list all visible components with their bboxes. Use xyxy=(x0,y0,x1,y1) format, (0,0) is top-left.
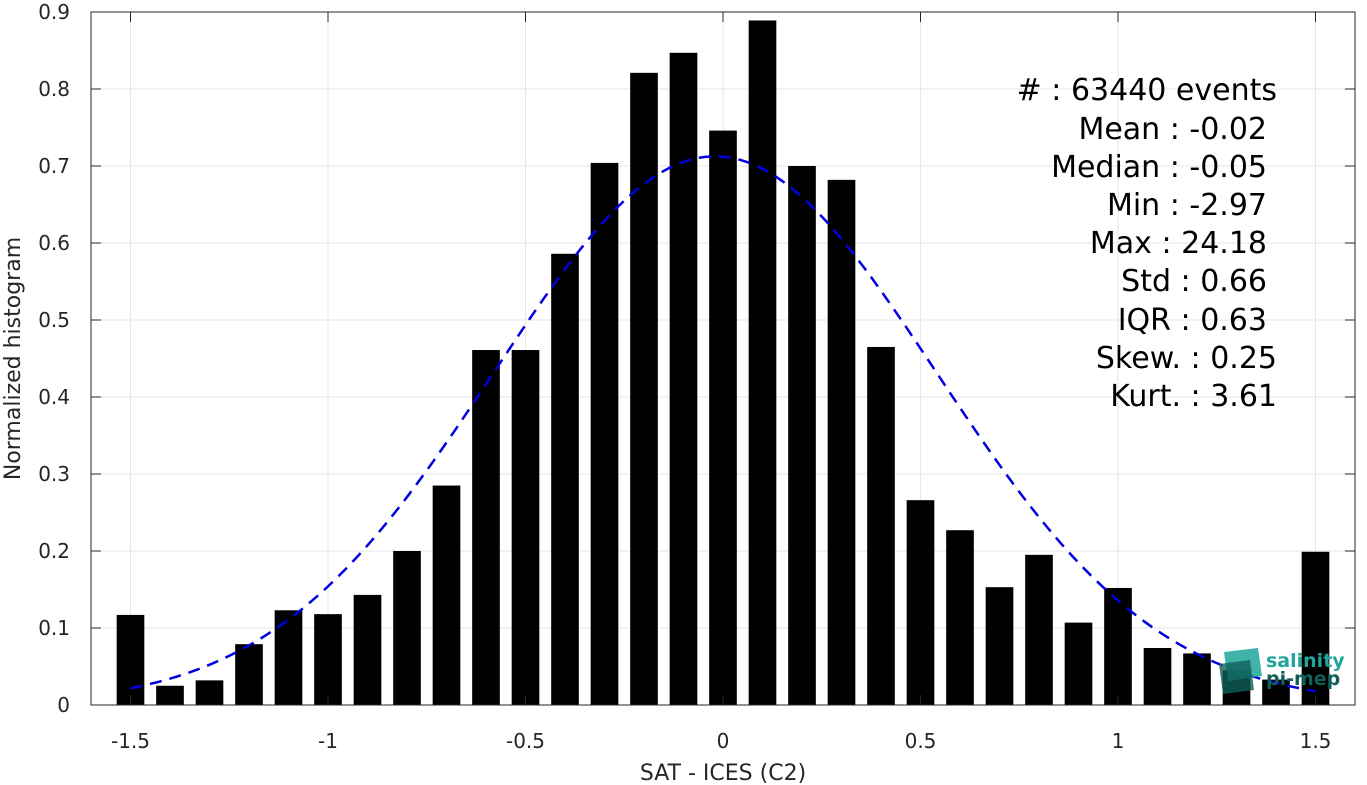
y-tick-label: 0.7 xyxy=(38,154,70,178)
x-tick-label: 0.5 xyxy=(905,729,937,753)
histogram-bar xyxy=(1064,622,1093,705)
x-tick-labels: -1.5 -1 -0.5 0 0.5 1 1.5 xyxy=(111,729,1331,753)
salinity-pi-mep-logo: salinity pi-mep xyxy=(1219,648,1345,694)
stats-line: Min : -2.97 xyxy=(1107,188,1267,223)
histogram-bar xyxy=(1104,587,1132,705)
x-tick-label: -1 xyxy=(318,729,338,753)
stats-line: Max : 24.18 xyxy=(1090,226,1267,261)
logo-text-pi-mep: pi-mep xyxy=(1266,668,1340,690)
histogram-bar xyxy=(551,253,579,705)
stats-line: Median : -0.05 xyxy=(1051,150,1267,185)
histogram-bar xyxy=(827,179,856,706)
histogram-bar xyxy=(432,485,461,705)
x-tick-label: 1.5 xyxy=(1300,729,1332,753)
stats-line: IQR : 0.63 xyxy=(1118,303,1267,338)
x-tick-label: -1.5 xyxy=(111,729,150,753)
histogram-bar xyxy=(748,20,777,706)
x-axis-label: SAT - ICES (C2) xyxy=(640,761,806,785)
y-axis-label: Normalized histogram xyxy=(1,237,26,480)
stats-line: Skew. : 0.25 xyxy=(1096,341,1277,376)
histogram-bar xyxy=(1183,653,1211,705)
histogram-bar xyxy=(195,680,224,705)
histogram-bar xyxy=(353,594,382,705)
y-tick-label: 0.5 xyxy=(38,308,70,332)
stats-line: Std : 0.66 xyxy=(1121,264,1267,299)
histogram-bar xyxy=(630,72,658,705)
histogram-bar xyxy=(1025,554,1053,705)
y-tick-label: 0.2 xyxy=(38,539,70,563)
histogram-bar xyxy=(946,530,974,705)
logo-icon-front xyxy=(1219,660,1254,694)
stats-line: # : 63440 events xyxy=(1017,73,1277,108)
x-tick-label: 0 xyxy=(717,729,730,753)
logo-text-salinity: salinity xyxy=(1266,650,1345,672)
y-tick-label: 0.6 xyxy=(38,231,70,255)
y-tick-label: 0 xyxy=(57,693,70,717)
y-tick-label: 0.1 xyxy=(38,616,70,640)
histogram-bar xyxy=(590,162,619,706)
histogram-bar xyxy=(1143,648,1172,705)
histogram-bar xyxy=(235,644,263,705)
y-tick-label: 0.8 xyxy=(38,77,70,101)
histogram-bar xyxy=(472,350,500,705)
stats-line: Mean : -0.02 xyxy=(1078,112,1267,147)
gaussian-fit-curve xyxy=(130,155,1316,693)
histogram-bar xyxy=(314,614,342,705)
histogram-bar xyxy=(1301,551,1330,705)
x-tick-label: -0.5 xyxy=(506,729,545,753)
histogram-bar xyxy=(156,685,184,705)
histogram-bar xyxy=(669,52,698,706)
y-tick-labels: 0 0.1 0.2 0.3 0.4 0.5 0.6 0.7 0.8 0.9 xyxy=(38,0,70,717)
axis-ticks xyxy=(91,11,1355,706)
histogram-bar xyxy=(867,346,895,705)
bars xyxy=(116,20,1330,706)
histogram-bar xyxy=(511,350,540,705)
histogram-bar xyxy=(116,614,145,705)
histogram-bar xyxy=(985,587,1014,705)
y-tick-label: 0.4 xyxy=(38,385,70,409)
histogram-bar xyxy=(788,166,816,705)
y-tick-label: 0.3 xyxy=(38,462,70,486)
x-tick-label: 1 xyxy=(1112,729,1125,753)
histogram-bar xyxy=(906,500,935,705)
stats-line: Kurt. : 3.61 xyxy=(1110,379,1277,414)
histogram-bar xyxy=(274,610,303,705)
histogram-bar xyxy=(709,130,737,705)
y-tick-label: 0.9 xyxy=(38,0,70,24)
histogram-bar xyxy=(393,551,421,705)
